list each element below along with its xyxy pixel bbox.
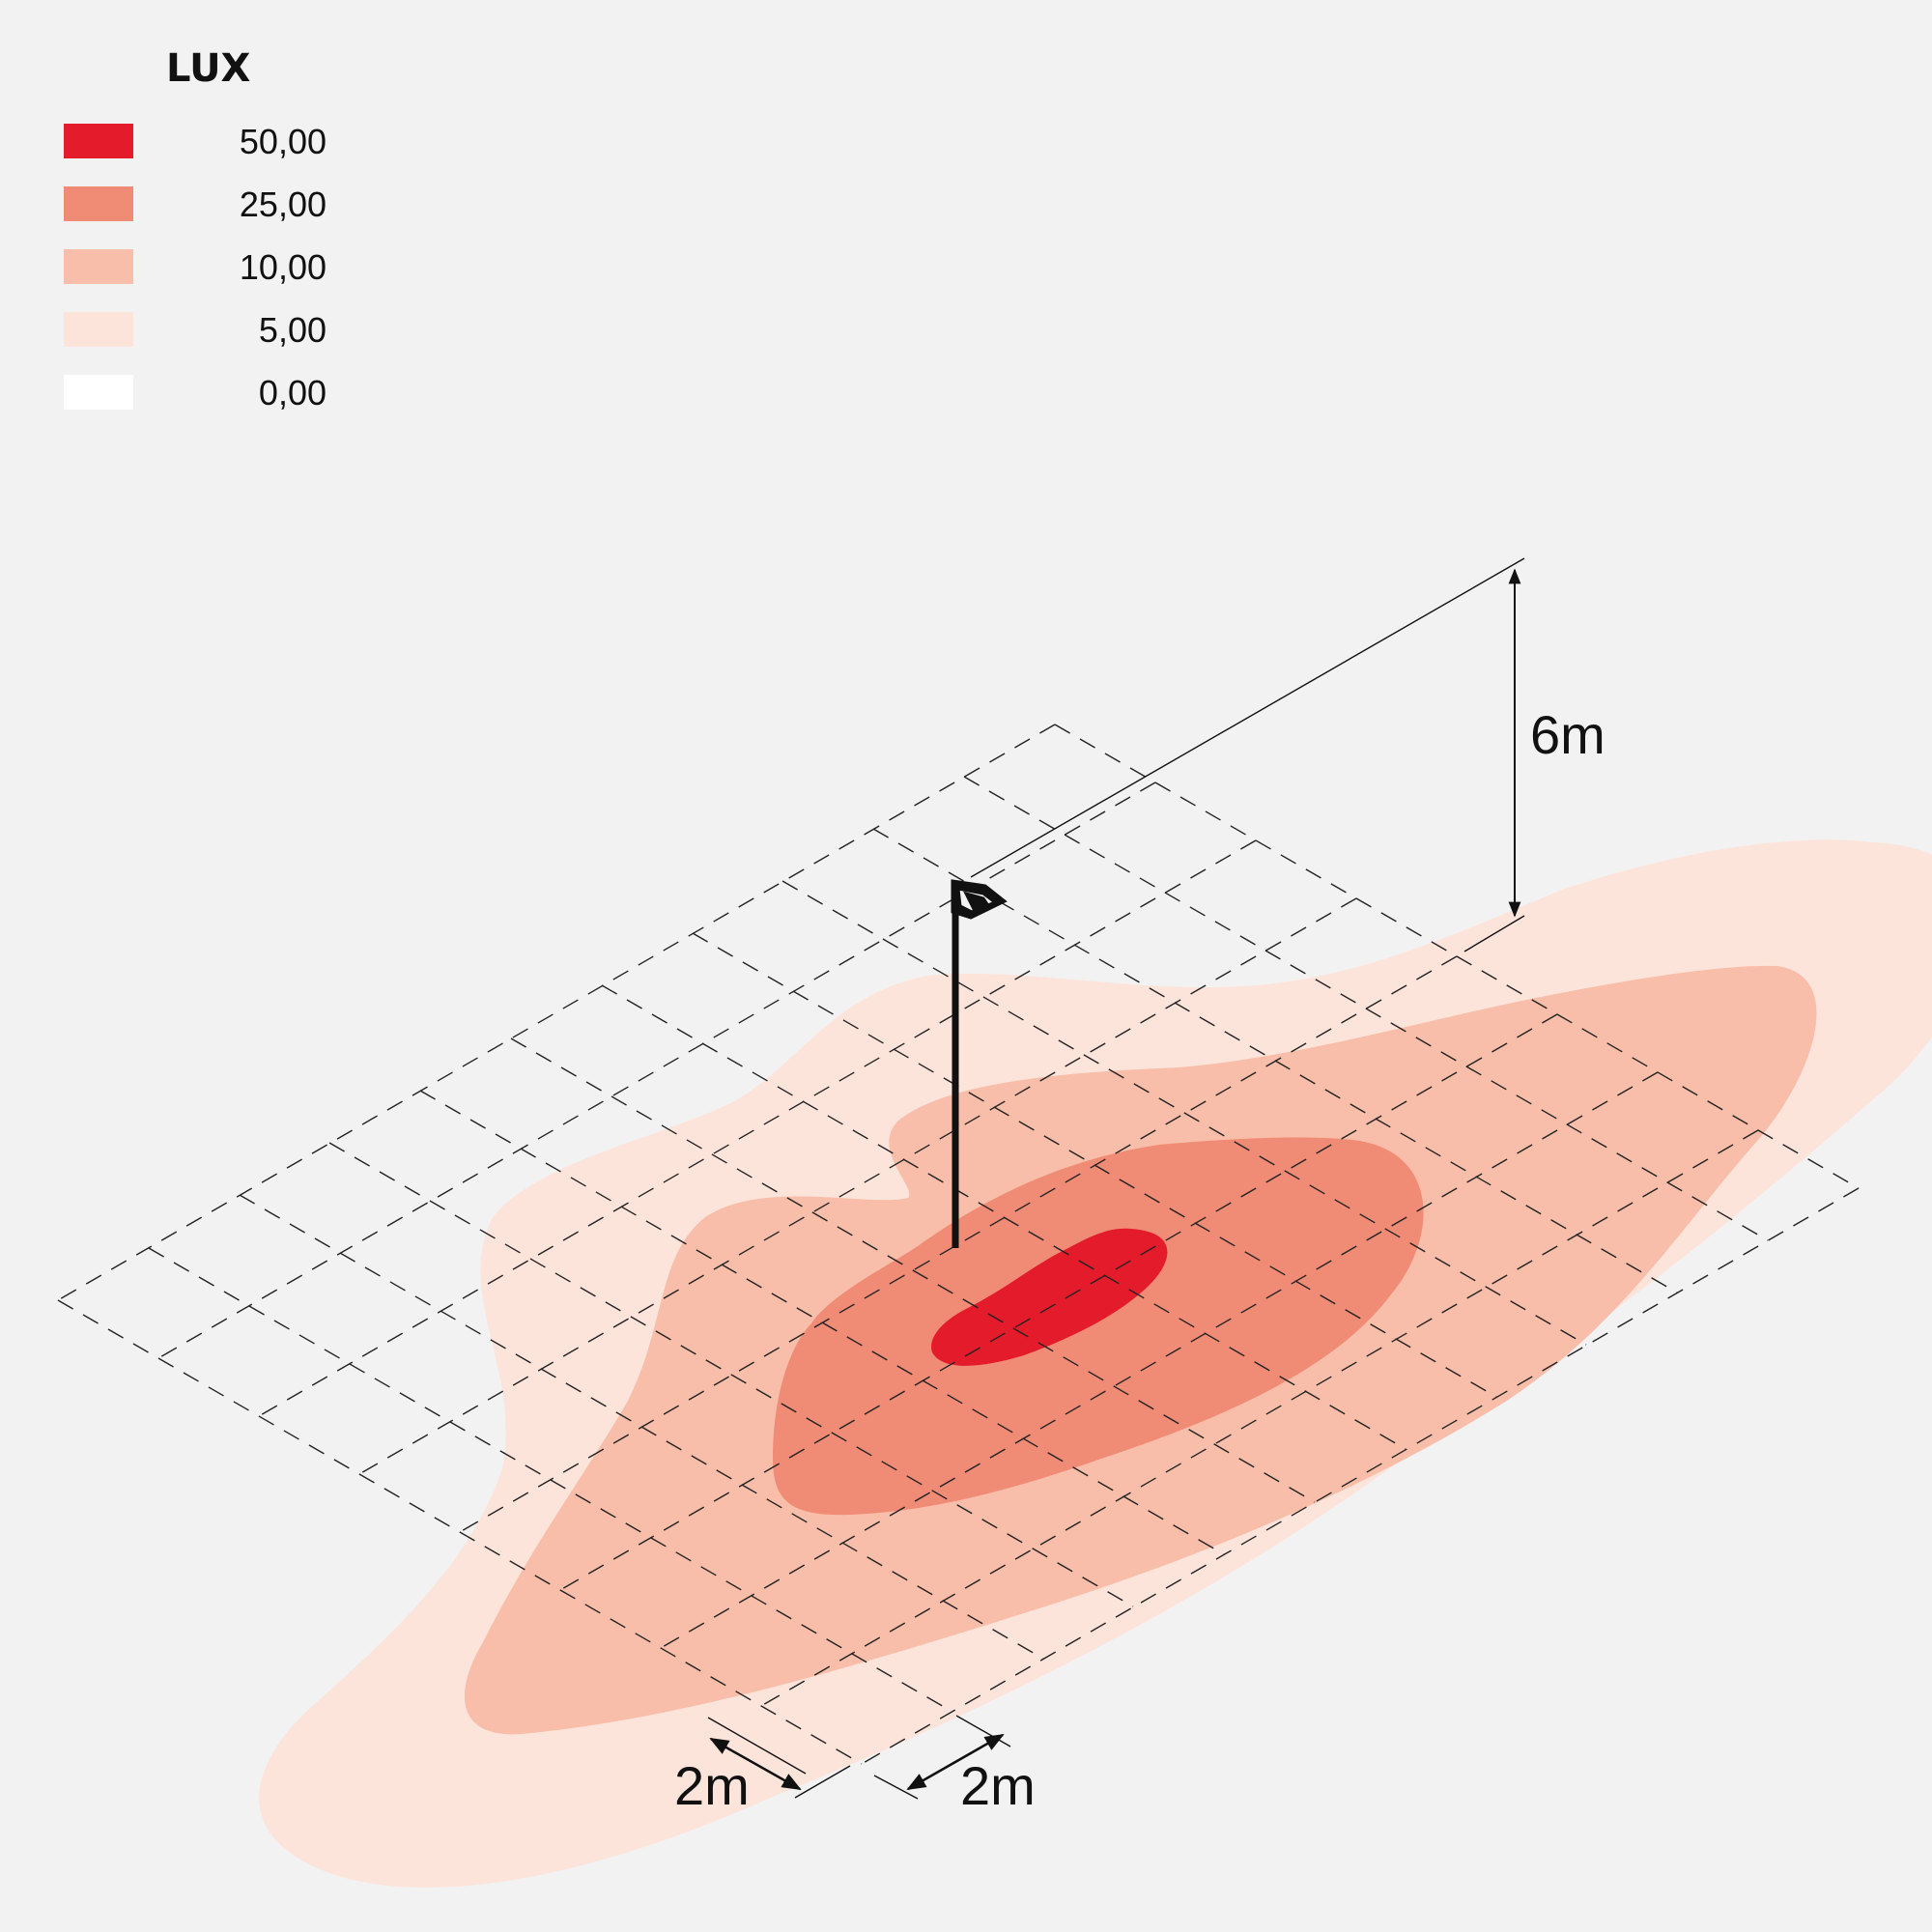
legend-swatch: [64, 249, 133, 284]
ground-grid: [57, 724, 1860, 1765]
legend-item: 5,00: [64, 310, 354, 351]
spacing-dimensions: [707, 1715, 1011, 1800]
legend-value: 0,00: [258, 373, 327, 412]
legend-swatch: [64, 186, 133, 221]
legend-swatch: [64, 375, 133, 410]
height-label: 6m: [1530, 704, 1605, 765]
legend-value: 50,00: [239, 122, 327, 161]
legend-swatch: [64, 124, 133, 158]
legend-item: 0,00: [64, 373, 354, 413]
legend-value: 5,00: [258, 310, 327, 350]
spacing-label-a: 2m: [674, 1755, 750, 1816]
legend-item: 25,00: [64, 185, 354, 225]
legend-item: 50,00: [64, 122, 354, 162]
legend-swatch: [64, 312, 133, 347]
legend-item: 10,00: [64, 247, 354, 288]
luminaire-head: [951, 879, 1008, 920]
spacing-arrow-a: [709, 1737, 802, 1791]
legend-value: 10,00: [239, 247, 327, 287]
legend-value: 25,00: [239, 185, 327, 224]
height-dimension: [970, 557, 1525, 952]
legend-title: LUX: [166, 46, 251, 91]
contour-50-lux: [931, 1228, 1168, 1366]
luminaire: [951, 879, 1008, 1248]
contour-25-lux: [773, 1137, 1424, 1516]
spacing-label-b: 2m: [960, 1755, 1036, 1816]
spacing-arrow-b: [906, 1733, 1005, 1791]
